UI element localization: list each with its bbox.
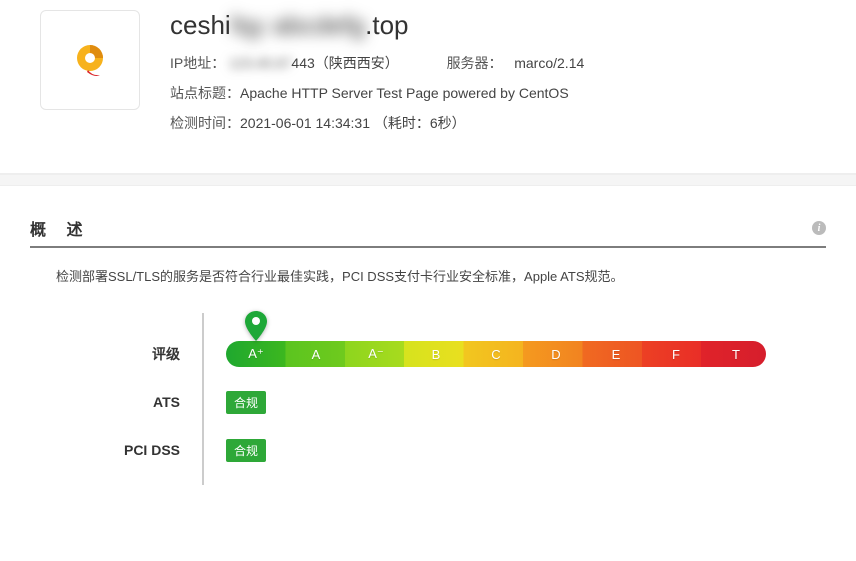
ratings-content: A⁺AA⁻BCDEFT 合规 合规 <box>202 313 766 485</box>
grade-cell-a: A⁻ <box>346 341 406 367</box>
time-label: 检测时间： <box>170 115 240 131</box>
info-icon[interactable]: i <box>812 221 826 235</box>
grade-row: A⁺AA⁻BCDEFT <box>226 341 766 367</box>
overview-description: 检测部署SSL/TLS的服务是否符合行业最佳实践，PCI DSS支付卡行业安全标… <box>30 266 826 285</box>
grade-cell-f: F <box>646 341 706 367</box>
grade-cell-a: A⁺ <box>226 341 286 367</box>
server-label: 服务器： <box>447 55 503 71</box>
domain-prefix: ceshi <box>170 10 231 40</box>
overview-header: 概 述 i <box>30 216 826 248</box>
ratings-block: 评级 ATS PCI DSS A⁺AA⁻BCDEFT 合规 合规 <box>30 313 826 485</box>
time-value: 2021-06-01 14:34:31 （耗时：6秒） <box>240 115 466 131</box>
grade-cell-c: C <box>466 341 526 367</box>
overview-section: 概 述 i 检测部署SSL/TLS的服务是否符合行业最佳实践，PCI DSS支付… <box>0 186 856 505</box>
logo-icon <box>70 40 110 80</box>
grade-cell-e: E <box>586 341 646 367</box>
ip-suffix: 443（陕西西安） <box>291 55 398 71</box>
ats-label: ATS <box>90 389 180 415</box>
domain-suffix: .top <box>365 10 408 40</box>
ip-line: IP地址： 123.45.67443（陕西西安） 服务器： marco/2.14 <box>170 53 836 73</box>
grade-label: 评级 <box>90 341 180 367</box>
domain-blurred: fqy abcdefg <box>231 10 365 40</box>
server-value: marco/2.14 <box>514 55 584 71</box>
ip-label: IP地址： <box>170 55 225 71</box>
ip-blurred: 123.45.67 <box>229 55 291 71</box>
ratings-labels: 评级 ATS PCI DSS <box>90 313 180 485</box>
domain-title: ceshifqy abcdefg.top <box>170 10 836 41</box>
grade-bar-wrap: A⁺AA⁻BCDEFT <box>226 341 766 367</box>
grade-cell-d: D <box>526 341 586 367</box>
pcidss-row: 合规 <box>226 437 766 463</box>
pcidss-label: PCI DSS <box>90 437 180 463</box>
grade-cell-a: A <box>286 341 346 367</box>
grade-cell-b: B <box>406 341 466 367</box>
section-divider <box>0 174 856 186</box>
ats-badge: 合规 <box>226 391 266 414</box>
grade-bar: A⁺AA⁻BCDEFT <box>226 341 766 367</box>
site-header: ceshifqy abcdefg.top IP地址： 123.45.67443（… <box>0 0 856 174</box>
grade-cell-t: T <box>706 341 766 367</box>
site-info: ceshifqy abcdefg.top IP地址： 123.45.67443（… <box>170 10 836 143</box>
title-label: 站点标题： <box>170 85 240 101</box>
title-value: Apache HTTP Server Test Page powered by … <box>240 85 569 101</box>
ats-row: 合规 <box>226 389 766 415</box>
site-logo <box>40 10 140 110</box>
overview-title: 概 述 <box>30 216 90 240</box>
time-line: 检测时间：2021-06-01 14:34:31 （耗时：6秒） <box>170 113 836 133</box>
pcidss-badge: 合规 <box>226 439 266 462</box>
title-line: 站点标题：Apache HTTP Server Test Page powere… <box>170 83 836 103</box>
grade-pin-icon <box>245 311 267 341</box>
